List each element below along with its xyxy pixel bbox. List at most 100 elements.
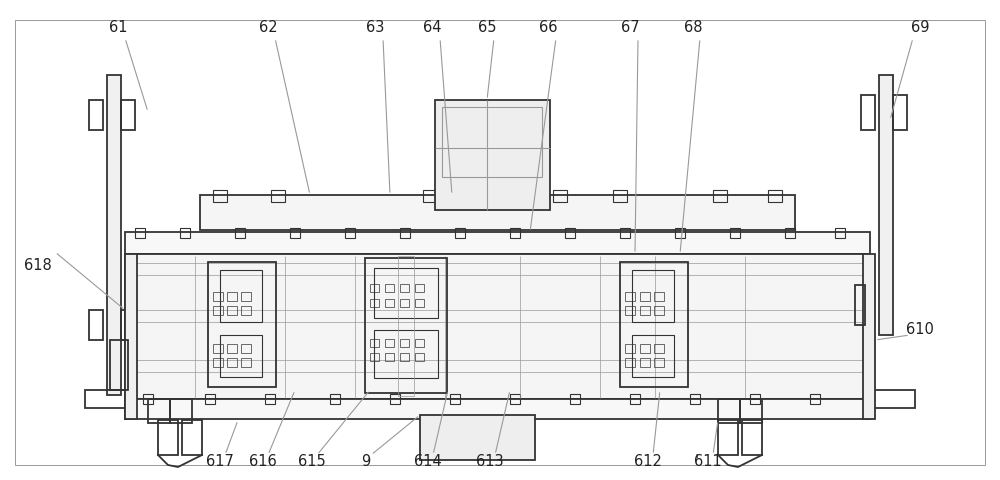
Bar <box>718 399 740 423</box>
Bar <box>625 292 635 301</box>
Bar <box>125 399 870 419</box>
Bar <box>654 306 664 315</box>
Bar <box>810 394 820 404</box>
Bar <box>85 390 135 408</box>
Bar <box>455 228 465 238</box>
Bar <box>213 306 223 315</box>
Bar <box>420 415 535 460</box>
Bar <box>400 228 410 238</box>
Bar <box>640 306 650 315</box>
Bar <box>620 228 630 238</box>
Text: 68: 68 <box>684 21 702 36</box>
Bar <box>265 394 275 404</box>
Bar <box>553 190 567 202</box>
Bar <box>625 344 635 353</box>
Bar <box>400 299 409 307</box>
Bar <box>241 358 251 367</box>
Bar <box>863 254 875 419</box>
Bar <box>208 262 276 387</box>
Bar <box>241 306 251 315</box>
Text: 65: 65 <box>478 21 496 36</box>
Bar <box>213 292 223 301</box>
Bar <box>879 75 893 335</box>
Bar <box>213 190 227 202</box>
Text: 617: 617 <box>206 455 234 469</box>
Bar <box>740 399 762 423</box>
Bar <box>330 394 340 404</box>
Bar <box>370 284 379 292</box>
Bar <box>730 228 740 238</box>
Bar <box>213 358 223 367</box>
Bar <box>632 270 674 322</box>
Text: 613: 613 <box>476 455 504 469</box>
Bar <box>675 228 685 238</box>
Bar <box>613 190 627 202</box>
Bar <box>385 339 394 347</box>
Bar <box>365 258 447 393</box>
Bar <box>785 228 795 238</box>
Bar <box>640 292 650 301</box>
Bar <box>227 306 237 315</box>
Bar <box>570 394 580 404</box>
Bar <box>220 335 262 377</box>
Text: 610: 610 <box>906 323 934 337</box>
Bar <box>148 399 170 423</box>
Bar <box>565 228 575 238</box>
Bar <box>200 195 795 230</box>
Bar <box>654 358 664 367</box>
Bar <box>435 100 550 210</box>
Bar <box>865 390 915 408</box>
Bar <box>510 228 520 238</box>
Bar <box>625 358 635 367</box>
Bar <box>89 310 103 340</box>
Bar <box>143 394 153 404</box>
Bar <box>385 353 394 361</box>
Bar <box>893 95 907 130</box>
Bar <box>630 394 640 404</box>
Text: 614: 614 <box>414 455 442 469</box>
Bar <box>835 228 845 238</box>
Bar <box>110 340 128 390</box>
Text: 69: 69 <box>911 21 929 36</box>
Bar <box>170 399 192 423</box>
Bar <box>415 353 424 361</box>
Bar <box>213 344 223 353</box>
Bar <box>205 394 215 404</box>
Bar <box>370 339 379 347</box>
Bar <box>135 228 145 238</box>
Text: 615: 615 <box>298 455 326 469</box>
Text: 63: 63 <box>366 21 384 36</box>
Bar <box>398 256 414 396</box>
Bar <box>107 75 121 395</box>
Text: 64: 64 <box>423 21 441 36</box>
Text: 61: 61 <box>109 21 127 36</box>
Bar <box>235 228 245 238</box>
Bar <box>423 190 437 202</box>
Bar <box>450 394 460 404</box>
Bar <box>345 228 355 238</box>
Bar <box>385 284 394 292</box>
Bar <box>442 107 542 177</box>
Bar <box>640 344 650 353</box>
Bar <box>855 285 865 325</box>
Bar <box>125 254 870 399</box>
Bar <box>241 292 251 301</box>
Bar <box>861 95 875 130</box>
Bar <box>415 284 424 292</box>
Bar <box>370 299 379 307</box>
Text: ': ' <box>695 455 699 469</box>
Bar <box>271 190 285 202</box>
Text: 66: 66 <box>539 21 557 36</box>
Text: 67: 67 <box>621 21 639 36</box>
Bar <box>125 254 137 419</box>
Text: 9: 9 <box>361 455 371 469</box>
Text: 611: 611 <box>694 455 722 469</box>
Text: 62: 62 <box>259 21 277 36</box>
Bar <box>415 339 424 347</box>
Bar <box>713 190 727 202</box>
Bar <box>390 394 400 404</box>
Bar <box>290 228 300 238</box>
Bar <box>227 292 237 301</box>
Bar <box>121 100 135 130</box>
Bar <box>370 353 379 361</box>
